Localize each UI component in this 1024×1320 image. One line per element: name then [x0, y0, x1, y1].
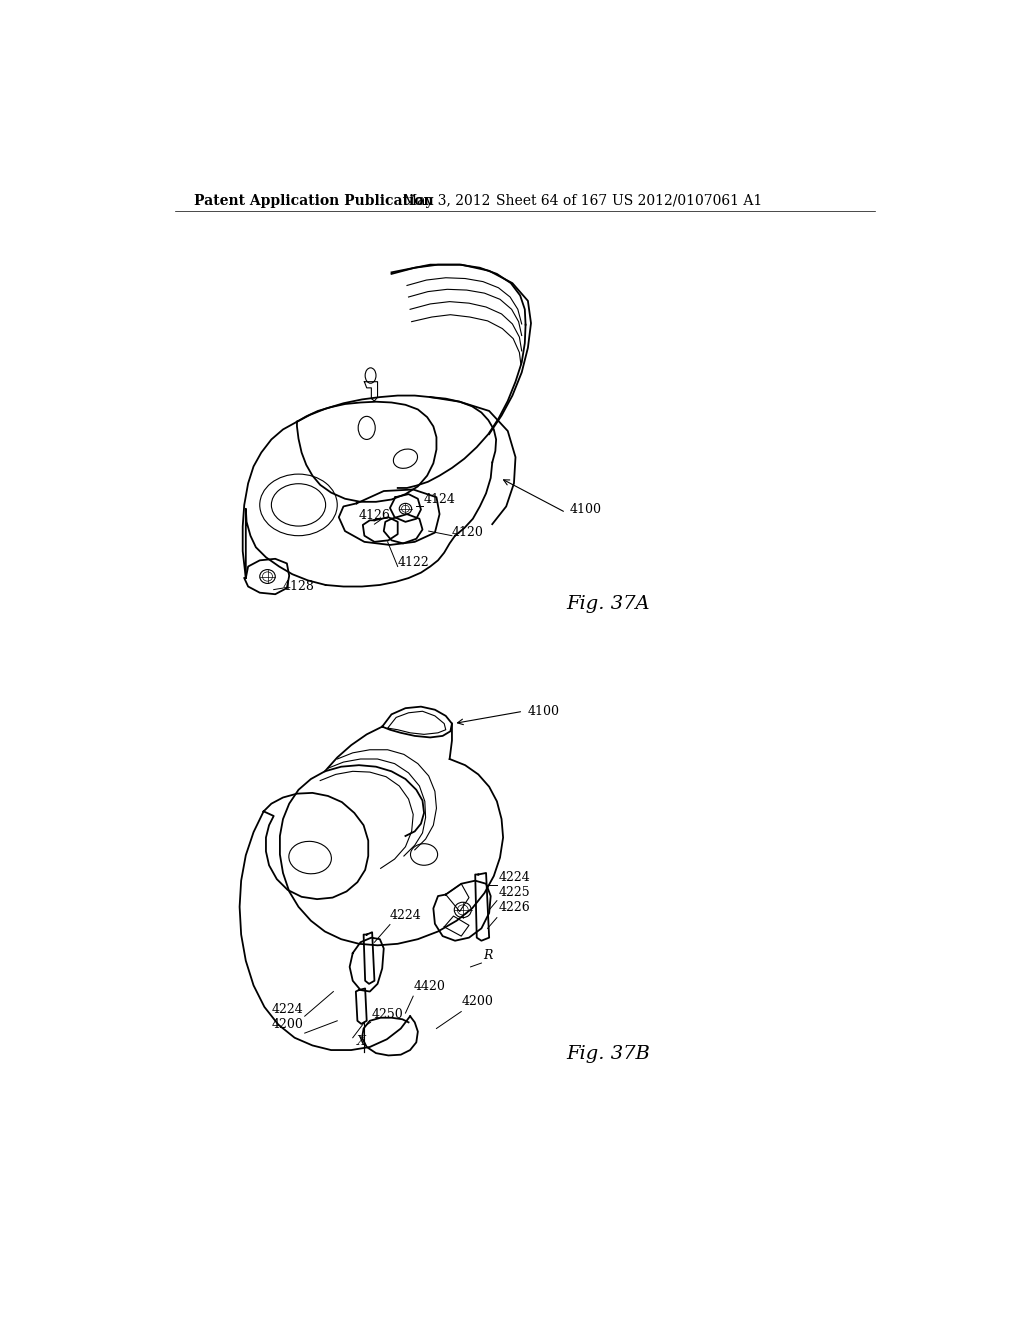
Text: 4128: 4128 [283, 579, 314, 593]
Text: 4124: 4124 [424, 494, 456, 507]
Text: 4250: 4250 [372, 1007, 403, 1020]
Text: 4120: 4120 [452, 525, 483, 539]
Text: 4224: 4224 [499, 871, 530, 883]
Text: 4224: 4224 [390, 909, 422, 923]
Text: Patent Application Publication: Patent Application Publication [194, 194, 433, 207]
Text: 4126: 4126 [359, 508, 391, 521]
Text: Sheet 64 of 167: Sheet 64 of 167 [496, 194, 607, 207]
Text: 4122: 4122 [397, 557, 429, 569]
Text: 4100: 4100 [569, 503, 602, 516]
Text: 4225: 4225 [499, 886, 530, 899]
Text: 4226: 4226 [499, 902, 530, 915]
Text: X: X [356, 1035, 366, 1048]
Text: 4200: 4200 [271, 1019, 303, 1031]
Text: May 3, 2012: May 3, 2012 [403, 194, 490, 207]
Text: Fig. 37B: Fig. 37B [566, 1045, 650, 1064]
Text: 4200: 4200 [461, 995, 494, 1008]
Text: 4224: 4224 [271, 1003, 303, 1016]
Text: US 2012/0107061 A1: US 2012/0107061 A1 [612, 194, 763, 207]
Text: R: R [483, 949, 493, 962]
Text: 4100: 4100 [527, 705, 559, 718]
Text: 4420: 4420 [414, 979, 445, 993]
Text: Fig. 37A: Fig. 37A [566, 595, 649, 612]
